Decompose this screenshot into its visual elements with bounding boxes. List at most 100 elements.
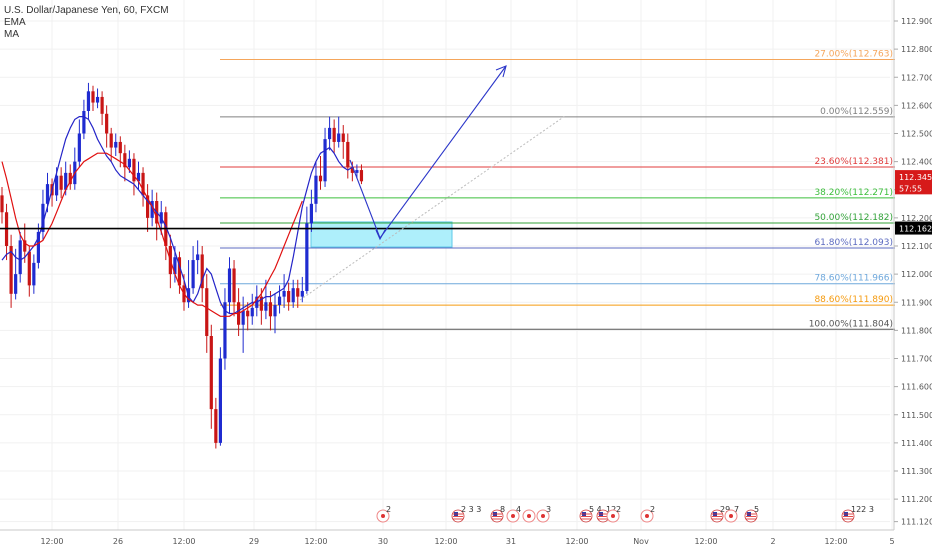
price-tick-label: 111.120 (901, 518, 932, 527)
time-tick-label: 12:00 (565, 537, 588, 546)
candle-body (355, 170, 359, 173)
candle-body (136, 172, 141, 182)
candle-body (95, 96, 100, 103)
candle-body (291, 288, 295, 303)
price-tick-label: 112.800 (901, 45, 932, 54)
price-tick-label: 112.500 (901, 130, 932, 139)
candle (146, 184, 150, 232)
candle-body (109, 133, 113, 148)
candle (77, 119, 81, 168)
candle (305, 206, 309, 294)
fib-level-label: 61.80%(112.093) (814, 238, 893, 248)
candle (359, 164, 364, 185)
candle-body (359, 170, 364, 182)
candle (227, 257, 232, 314)
trend-line (299, 115, 566, 301)
candle (355, 164, 359, 179)
event-count: 3 (546, 505, 551, 514)
candle-body (118, 141, 122, 154)
fib-level-label: 0.00%(112.559) (820, 107, 893, 117)
candle-body (250, 307, 254, 317)
candle (291, 279, 295, 308)
candle-body (64, 172, 68, 190)
price-tick-label: 111.700 (901, 355, 932, 364)
candle-body (268, 302, 273, 317)
candle (318, 156, 323, 190)
candle-body (200, 254, 204, 289)
candle (59, 167, 63, 199)
candle-body (341, 133, 345, 142)
candle-body (246, 310, 250, 317)
ema-indicator-label[interactable]: EMA (4, 17, 26, 28)
fibonacci-retracement[interactable]: 27.00%(112.763) 0.00%(112.559) 23.60%(112.… (220, 50, 895, 330)
candle (337, 116, 341, 148)
candle (218, 347, 222, 446)
event-count: 5 (754, 505, 759, 514)
event-dot-icon (729, 514, 733, 518)
candle-body (323, 139, 327, 182)
candle-body (82, 111, 86, 134)
candle-body (218, 358, 222, 443)
candle-body (77, 133, 81, 162)
candle (241, 296, 245, 353)
event-count: 2 (650, 505, 655, 514)
candle-body (223, 302, 227, 359)
event-icon: 2 (606, 505, 621, 523)
candle (91, 85, 95, 111)
time-tick-label: 2 (770, 537, 775, 546)
candle-body (300, 291, 304, 297)
candle-body (41, 203, 45, 232)
price-tick-label: 112.600 (901, 101, 932, 110)
candle-body (14, 274, 18, 294)
time-axis[interactable]: 12:00 26 12:00 29 12:00 30 12:00 31 12:00 Nov 12:0… (0, 529, 895, 546)
event-count: 2 3 3 (461, 505, 481, 514)
candle-body (241, 310, 245, 325)
candle (346, 133, 350, 179)
event-icon: 2 (376, 505, 391, 523)
us-flag-event-icon: 5 (744, 505, 759, 523)
us-flag-event-icon: 2 3 3 (451, 505, 481, 523)
candle-body (318, 175, 323, 182)
us-flag-event-icon: 29 (710, 505, 730, 523)
candle (277, 285, 282, 314)
event-count: 12 (606, 505, 616, 514)
candle (36, 223, 40, 269)
candle-body (0, 195, 4, 213)
candle (4, 203, 9, 261)
us-flag-event-icon: 5 4 (579, 505, 602, 523)
candle-body (332, 127, 336, 142)
candle (250, 293, 254, 325)
candle-body (232, 268, 236, 303)
candle-body (296, 288, 300, 297)
countdown-tag: 57:55 (899, 184, 922, 193)
event-count: 7 (734, 505, 739, 514)
candle-body (105, 113, 109, 134)
drawings[interactable] (299, 65, 566, 301)
candle-body (273, 305, 277, 317)
candle-body (23, 240, 27, 252)
ema-line (1, 115, 353, 315)
candle-body (91, 91, 95, 103)
candle (341, 125, 345, 159)
candle-body (350, 167, 354, 173)
candle (86, 82, 91, 120)
candle (332, 119, 336, 154)
candle-body (314, 175, 318, 204)
price-axis[interactable]: 112.900 112.800 112.700 112.600 112.500 112.4… (893, 0, 932, 530)
event-count: 2 (616, 505, 621, 514)
event-dot-icon (381, 514, 385, 518)
candle-body (346, 141, 350, 168)
price-tick-label: 111.500 (901, 411, 932, 420)
candle-body (18, 240, 22, 275)
countdown-tag-bg (895, 181, 932, 195)
candle-body (86, 91, 91, 111)
price-tick-label: 111.200 (901, 495, 932, 504)
time-tick-label: 12:00 (434, 537, 457, 546)
candle-body (282, 291, 286, 297)
time-tick-label: 31 (506, 537, 516, 546)
candle (18, 231, 22, 283)
ma-indicator-label[interactable]: MA (4, 29, 19, 40)
event-count: 2 (386, 505, 391, 514)
target-zone[interactable] (310, 221, 453, 248)
